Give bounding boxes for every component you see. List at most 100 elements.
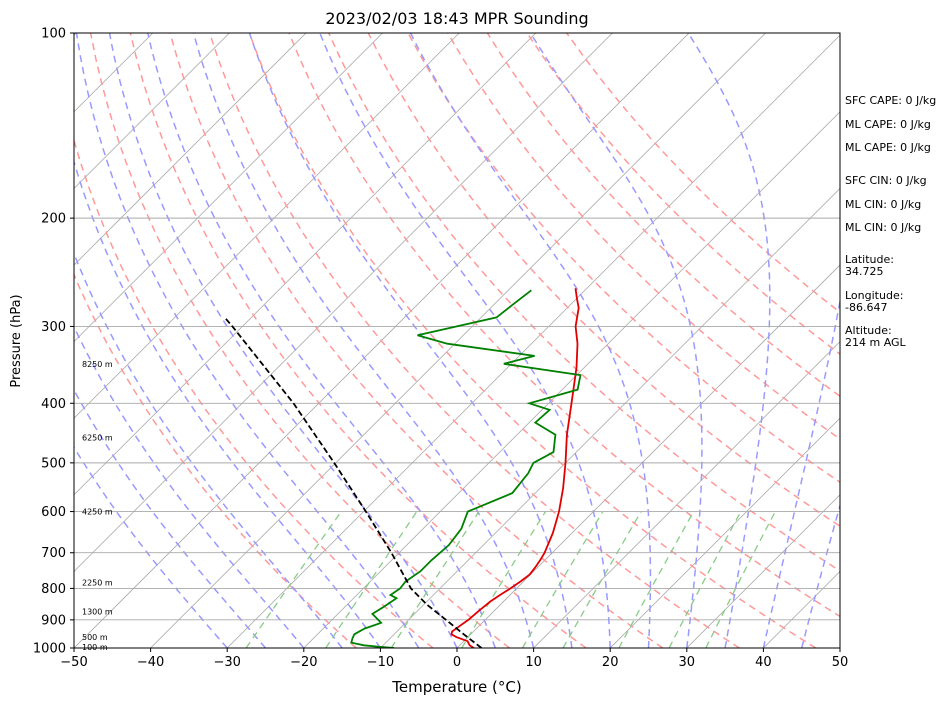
mixing-ratio-line: [390, 511, 480, 648]
moist-adiabat-line: [75, 33, 420, 648]
altitude-label: 500 m: [82, 633, 108, 642]
moist-adiabat-line: [74, 251, 343, 648]
dry-adiabat-line: [288, 33, 840, 618]
moist-adiabat-line: [409, 33, 652, 648]
y-tick-label: 400: [41, 397, 66, 412]
x-tick-label: 10: [525, 655, 542, 670]
y-tick-label: 900: [41, 613, 66, 628]
y-tick-label: 700: [41, 546, 66, 561]
mixing-ratio-line: [618, 511, 695, 648]
dry-adiabat-line: [129, 33, 587, 648]
altitude-label: 6250 m: [82, 434, 113, 443]
stats-annotation: ML CIN: 0 J/kg: [845, 221, 921, 234]
y-tick-label: 200: [41, 212, 66, 227]
y-tick-label: 1000: [33, 642, 66, 657]
isotherm-line: [74, 33, 613, 572]
isotherm-line: [150, 33, 767, 648]
y-axis-ticks: 100 200 300 400 500 600 700 800 900 1000: [33, 27, 74, 657]
pressure-gridlines: [74, 33, 840, 648]
mixing-ratio-line: [668, 511, 742, 648]
dry-adiabat-line: [407, 33, 840, 484]
x-tick-label: 20: [602, 655, 619, 670]
moist-adiabat-line: [529, 33, 703, 648]
plot-frame: [73, 32, 841, 649]
stats-annotation: ML CAPE: 0 J/kg: [845, 141, 931, 154]
moist-adiabat-line: [74, 159, 382, 648]
dewpoint-line: [350, 289, 582, 648]
mixing-ratio-line: [325, 511, 418, 648]
altitude-label: 2250 m: [82, 579, 113, 588]
y-tick-label: 800: [41, 582, 66, 597]
dry-adiabat-line: [367, 33, 840, 528]
altitude-label: 100 m: [82, 643, 108, 652]
chart-title: 2023/02/03 18:43 MPR Sounding: [325, 9, 588, 28]
dry-adiabat-line: [169, 33, 664, 648]
x-tick-label: 50: [832, 655, 849, 670]
y-tick-label: 500: [41, 456, 66, 471]
y-tick-label: 300: [41, 320, 66, 335]
mixing-ratio-line: [705, 511, 776, 648]
stats-annotation: Longitude:: [845, 289, 903, 302]
x-tick-label: −50: [60, 655, 87, 670]
stats-annotation: SFC CIN: 0 J/kg: [845, 174, 927, 187]
altitude-label: 4250 m: [82, 508, 113, 517]
mixing-ratio-line: [521, 511, 604, 648]
stats-annotation: ML CIN: 0 J/kg: [845, 198, 921, 211]
x-axis-ticks: −50 −40 −30 −20 −10 0 10 20 30 40 50: [60, 648, 848, 670]
mixing-ratio-line: [461, 511, 547, 648]
temperature-line: [450, 288, 580, 648]
isotherm-line: [74, 33, 690, 648]
dry-adiabat-line: [208, 33, 740, 648]
isotherm-line: [74, 33, 460, 419]
y-axis-label: Pressure (hPa): [9, 294, 24, 387]
moist-adiabat-line: [192, 33, 535, 648]
stats-annotations: SFC CAPE: 0 J/kg ML CAPE: 0 J/kg ML CAPE: …: [845, 94, 936, 349]
x-tick-label: −20: [290, 655, 317, 670]
parcel-line: [223, 316, 483, 648]
isotherm-line: [74, 33, 537, 496]
stats-annotation: 214 m AGL: [845, 336, 907, 349]
dry-adiabat-line: [74, 272, 357, 648]
stats-annotation: 34.725: [845, 265, 884, 278]
isotherm-line: [686, 494, 840, 648]
stats-annotation: ML CAPE: 0 J/kg: [845, 118, 931, 131]
isotherm-line: [533, 341, 840, 648]
dry-adiabat-line: [248, 33, 817, 648]
y-tick-label: 600: [41, 505, 66, 520]
altitude-label: 8250 m: [82, 360, 113, 369]
isotherm-line: [74, 33, 384, 343]
moist-adiabat-line: [74, 388, 267, 648]
isotherm-line: [379, 187, 840, 648]
isotherm-line: [303, 111, 840, 648]
dry-adiabat-line: [74, 137, 434, 648]
x-tick-label: −40: [137, 655, 164, 670]
altitude-label: 1300 m: [82, 607, 113, 616]
moist-adiabat-line: [108, 33, 458, 648]
dry-adiabat-line: [566, 33, 840, 314]
x-axis-label: Temperature (°C): [391, 678, 521, 696]
moist-adiabat-line: [687, 33, 771, 648]
x-tick-label: −10: [367, 655, 394, 670]
isotherm-line: [226, 34, 840, 648]
moist-adiabat-line: [319, 33, 611, 648]
isotherm-line: [456, 264, 840, 648]
dry-adiabat-line: [89, 33, 510, 648]
background-lines: [74, 33, 840, 648]
stats-annotation: Altitude:: [845, 324, 892, 337]
y-tick-label: 100: [41, 27, 66, 42]
moist-adiabat-line: [74, 445, 228, 648]
sounding-series: [223, 288, 582, 648]
dry-adiabat-line: [526, 33, 840, 355]
stats-annotation: Latitude:: [845, 253, 894, 266]
isotherm-line: [609, 417, 840, 648]
moist-adiabat-line: [147, 33, 497, 648]
stats-annotation: SFC CAPE: 0 J/kg: [845, 94, 936, 107]
x-tick-label: 0: [453, 655, 461, 670]
x-tick-label: 30: [679, 655, 696, 670]
mixing-ratio-line: [562, 511, 642, 648]
x-tick-label: 40: [755, 655, 772, 670]
stats-annotation: -86.647: [845, 301, 887, 314]
moist-adiabat-line: [74, 325, 305, 648]
